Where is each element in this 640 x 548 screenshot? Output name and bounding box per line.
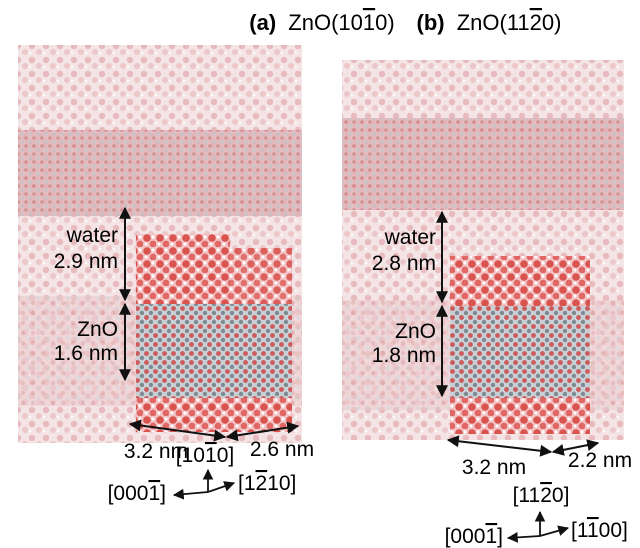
panel-a-oxide-thickness: 1.6 nm (54, 342, 118, 365)
panel-a-water-label: water (66, 224, 118, 247)
panel-a-central-cell (136, 234, 292, 432)
panel-a-oxide-label: ZnO (77, 318, 118, 341)
panel-a-title-part-3: 0) (375, 10, 395, 35)
panel-b-central-cell (450, 256, 590, 434)
panel-a: (a) ZnO(1010) water 2.9 nm ZnO 1.6 nm (18, 10, 395, 505)
panel-a-axis-left: [0001] (108, 482, 166, 505)
panel-a-axes-triad (172, 468, 236, 500)
panel-a-title-bar-digit: 1 (363, 10, 375, 35)
panel-a-label: (a) (249, 10, 276, 35)
panel-b-label: (b) (417, 10, 445, 35)
panel-a-title: (a) ZnO(1010) (249, 10, 394, 35)
panel-b-axis-left: [0001] (445, 525, 503, 548)
panel-b-title: (b) ZnO(1120) (417, 10, 562, 35)
panel-b-oxide-label: ZnO (395, 320, 436, 343)
panel-b-axis-up: [1120] (513, 484, 570, 507)
panel-b-width-x: 3.2 nm (462, 456, 526, 479)
panel-a-width-arrows (128, 419, 300, 442)
panel-b-axes-triad (506, 510, 570, 543)
panel-b-water-thickness: 2.8 nm (372, 252, 436, 275)
panel-a-water-thickness: 2.9 nm (54, 250, 118, 273)
panel-b-width-y: 2.2 nm (568, 449, 632, 472)
panel-b-title-part-3: 0) (542, 10, 562, 35)
panel-b: (b) ZnO(1120) water 2.8 nm ZnO 1.8 nm 3.… (342, 10, 632, 548)
panel-a-axis-right: [1210] (238, 472, 296, 495)
panel-b-water-label: water (384, 226, 436, 249)
panel-a-width-y: 2.6 nm (250, 438, 314, 461)
panel-b-title-part-1: ZnO(11 (457, 10, 530, 35)
panel-b-oxide-thickness: 1.8 nm (372, 344, 436, 367)
panel-b-width-arrows (446, 435, 600, 457)
panel-a-width-x: 3.2 nm (124, 440, 188, 463)
panel-b-axis-right: [1100] (571, 519, 628, 542)
panel-a-title-part-1: ZnO(10 (288, 10, 363, 35)
panel-a-axis-up: [1010] (176, 444, 234, 467)
panel-b-title-bar-digit: 2 (530, 10, 542, 35)
